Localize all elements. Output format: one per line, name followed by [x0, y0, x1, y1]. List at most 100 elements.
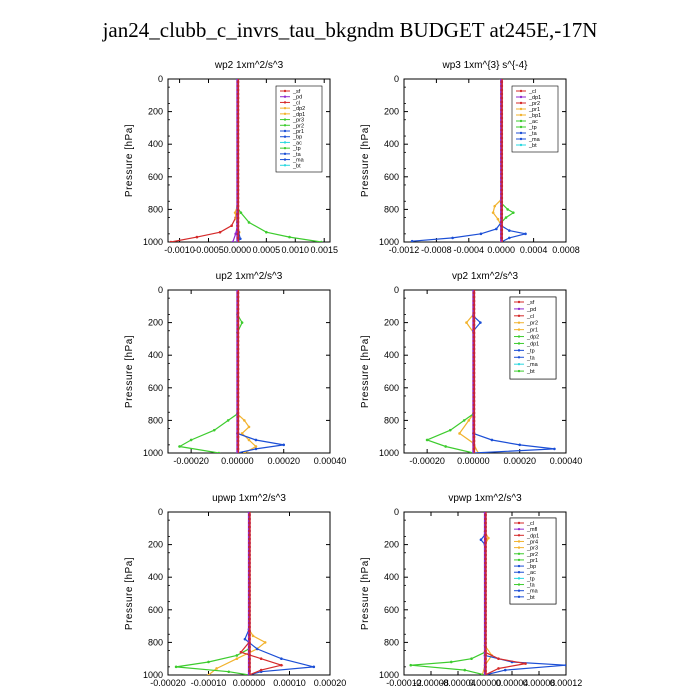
- zero-line-marker: [236, 415, 240, 419]
- series-marker: [207, 660, 210, 664]
- series-marker: [263, 641, 267, 644]
- y-tick-label: 800: [148, 204, 163, 214]
- legend-marker: [519, 137, 523, 141]
- series-marker: [409, 663, 413, 667]
- legend-label: _ac: [526, 570, 536, 576]
- plot-frame: [403, 78, 567, 243]
- subplot-title: vp2 1xm^2/s^3: [452, 271, 519, 282]
- series-marker: [280, 657, 283, 660]
- zero-line-marker: [236, 295, 240, 299]
- zero-line-marker: [248, 529, 251, 533]
- series-marker: [227, 670, 231, 674]
- zero-line-marker: [236, 120, 240, 124]
- zero-line-marker: [248, 657, 251, 661]
- zero-line-marker: [236, 148, 240, 152]
- legend-marker: [519, 143, 523, 147]
- zero-line-marker: [236, 228, 240, 232]
- zero-line-marker: [472, 407, 476, 411]
- zero-line-marker: [236, 100, 240, 104]
- legend-marker: [519, 101, 523, 105]
- legend: _sf_pd_cl_pr2_pr1_dp2_dp1_tp_ta_ma_bt: [509, 296, 557, 380]
- legend-label: _pd: [526, 307, 536, 313]
- x-tick-label: -0.00020: [409, 456, 445, 466]
- legend-marker: [517, 328, 521, 331]
- zero-line-marker: [484, 577, 487, 581]
- zero-line-marker: [484, 605, 487, 609]
- zero-line-marker: [236, 331, 240, 335]
- x-tick-label: 0.0005: [253, 245, 281, 255]
- series-marker: [233, 211, 237, 214]
- zero-line-marker: [472, 387, 476, 391]
- legend-label: _pr4: [526, 539, 538, 545]
- zero-line-marker: [236, 411, 240, 415]
- zero-line-marker: [236, 176, 240, 180]
- zero-line-marker: [236, 311, 240, 315]
- zero-line-marker: [500, 112, 504, 116]
- zero-line-marker: [248, 557, 251, 561]
- zero-line-marker: [500, 172, 504, 176]
- zero-line-marker: [236, 88, 240, 92]
- series-pr2: [208, 512, 267, 675]
- series-marker: [251, 634, 255, 638]
- subplot-4: vp2 1xm^2/s^3 Pressure [hPa] 0 200 400 600 800…: [360, 271, 582, 466]
- zero-line-marker: [472, 399, 476, 403]
- zero-line-marker: [500, 96, 504, 100]
- zero-line-marker: [472, 331, 476, 335]
- series-marker: [462, 419, 466, 422]
- series-marker: [458, 432, 461, 435]
- zero-line-marker: [472, 323, 476, 327]
- legend-marker: [517, 369, 521, 373]
- legend-marker: [517, 321, 521, 324]
- zero-line-marker: [472, 335, 476, 339]
- legend-label: _cl: [526, 314, 534, 320]
- zero-line-marker: [248, 537, 251, 541]
- zero-line-marker: [500, 120, 504, 124]
- zero-line-marker: [484, 525, 487, 529]
- series-marker: [312, 665, 316, 669]
- series-marker: [487, 536, 490, 540]
- zero-line-marker: [500, 224, 504, 228]
- zero-line-marker: [236, 204, 240, 208]
- legend-label: _ma: [292, 158, 305, 164]
- zero-line-marker: [236, 403, 240, 407]
- x-tick-label: -0.00020: [173, 456, 209, 466]
- series-marker: [467, 419, 471, 422]
- zero-line-marker: [472, 303, 476, 307]
- zero-line-marker: [236, 92, 240, 96]
- series-dp2: [425, 290, 474, 453]
- zero-line-marker: [236, 383, 240, 387]
- zero-line-marker: [248, 569, 251, 573]
- figure-title: jan24_clubb_c_invrs_tau_bkgndm BUDGET at…: [102, 18, 598, 42]
- zero-line-marker: [500, 180, 504, 184]
- legend-marker: [283, 146, 287, 150]
- zero-line-marker: [484, 645, 487, 649]
- y-tick-label: 0: [394, 285, 399, 295]
- series-tp: [412, 79, 502, 242]
- subplot-title: upwp 1xm^2/s^3: [212, 493, 286, 504]
- x-tick-label: -0.0008: [421, 245, 452, 255]
- series-marker: [503, 668, 507, 672]
- subplot-title: vpwp 1xm^2/s^3: [448, 493, 522, 504]
- zero-line-marker: [236, 208, 240, 212]
- zero-line-marker: [500, 212, 504, 216]
- zero-line-marker: [484, 637, 487, 641]
- series-marker: [479, 232, 483, 236]
- series-group: [177, 290, 286, 453]
- series-tp: [244, 512, 314, 675]
- zero-line-marker: [500, 152, 504, 156]
- y-tick-label: 200: [148, 318, 163, 328]
- zero-line-marker: [236, 164, 240, 168]
- series-marker: [189, 438, 193, 442]
- x-tick-label: -0.0005: [193, 245, 224, 255]
- series-marker: [239, 237, 242, 241]
- legend-label: _ta: [526, 583, 536, 589]
- series-marker: [425, 438, 429, 442]
- series-marker: [259, 657, 263, 660]
- series-marker: [169, 240, 173, 242]
- y-tick-label: 200: [148, 107, 163, 117]
- subplot-title: wp3 1xm^{3} s^{-4}: [442, 60, 529, 71]
- legend-marker: [519, 131, 523, 135]
- legend-label: _pr1: [526, 558, 538, 564]
- zero-line-marker: [500, 140, 504, 144]
- zero-line-marker: [472, 359, 476, 363]
